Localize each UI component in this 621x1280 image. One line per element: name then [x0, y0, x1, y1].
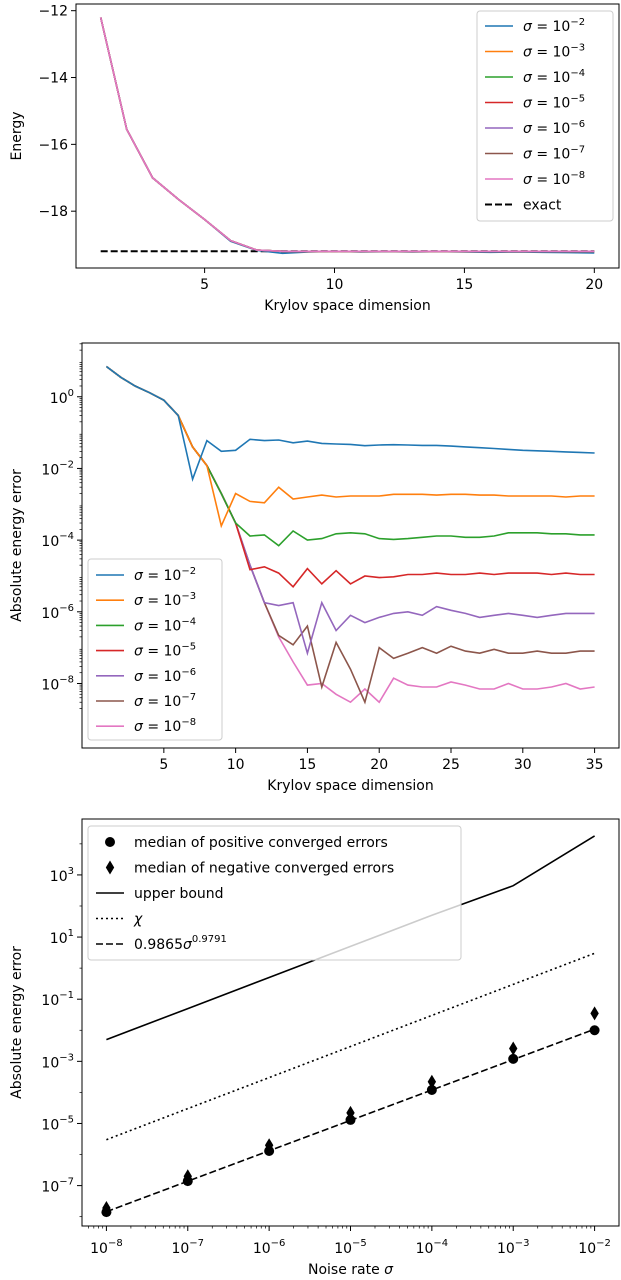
legend-label-7: exact	[523, 198, 562, 214]
x-tick-label-0: 5	[200, 277, 209, 293]
legend-label-5: σ = 10−7	[523, 145, 585, 163]
x-tick-label-3: 20	[370, 757, 388, 773]
negative-median-point-0	[102, 1201, 111, 1216]
legend-label-3: χ	[133, 912, 143, 928]
x-tick-label-5: 10−3	[497, 1238, 530, 1257]
x-tick-label-2: 15	[455, 277, 473, 293]
y-tick-label-2: −14	[38, 71, 68, 87]
series-line-1	[105, 365, 595, 529]
chi-line	[106, 952, 595, 1141]
legend-label-0: σ = 10−2	[134, 566, 196, 584]
legend-label-5: σ = 10−7	[134, 692, 196, 710]
x-tick-label-6: 35	[586, 757, 604, 773]
y-tick-label-2: 10−4	[41, 531, 74, 550]
y-tick-label-1: 10−2	[41, 459, 74, 478]
negative-median-point-3	[346, 1105, 355, 1120]
x-axis-label: Krylov space dimension	[264, 298, 430, 314]
legend-label-1: σ = 10−3	[523, 43, 585, 61]
x-tick-label-0: 5	[159, 757, 168, 773]
y-tick-label-0: −18	[38, 204, 68, 220]
series-line-6	[99, 17, 595, 253]
y-tick-label-3: 10−6	[41, 603, 74, 622]
plot-frame	[75, 3, 620, 269]
y-tick-label-5: 10−7	[41, 1177, 74, 1196]
x-tick-label-4: 25	[442, 757, 460, 773]
x-tick-label-2: 10−6	[253, 1238, 286, 1257]
x-tick-label-3: 10−5	[334, 1238, 367, 1257]
positive-median-point-6	[589, 1025, 600, 1036]
legend-label-3: σ = 10−5	[523, 94, 585, 112]
y-tick-label-0: 100	[50, 388, 74, 407]
x-tick-label-1: 10	[326, 277, 344, 293]
legend-marker-negative	[105, 860, 115, 875]
y-tick-label-2: 10−1	[41, 990, 74, 1009]
negative-median-point-4	[427, 1074, 437, 1089]
y-tick-label-1: −16	[38, 137, 68, 153]
y-axis-label: Absolute energy error	[9, 469, 25, 622]
y-axis-label: Absolute energy error	[9, 946, 25, 1099]
y-tick-label-4: 10−8	[41, 674, 74, 693]
legend-label-2: σ = 10−4	[134, 616, 196, 634]
legend-label-2: σ = 10−4	[523, 68, 585, 86]
positive-median-point-5	[508, 1053, 519, 1064]
y-tick-label-4: 10−5	[41, 1114, 74, 1133]
positive-median-point-4	[426, 1084, 437, 1095]
legend-label-1: median of negative converged errors	[134, 861, 394, 877]
error-vs-noise-chart: 10−8 10−7 10−6 10−5 10−4 10−3 10−2 103 101 10−1 10…	[9, 818, 620, 1278]
x-axis-label: Noise rate σ	[308, 1262, 394, 1278]
y-tick-label-3: −12	[38, 4, 68, 20]
legend-label-4: σ = 10−6	[523, 119, 585, 137]
legend-box	[476, 10, 614, 222]
legend-label-0: median of positive converged errors	[134, 835, 388, 851]
legend-label-6: σ = 10−8	[134, 717, 196, 735]
legend-label-6: σ = 10−8	[523, 170, 585, 188]
legend-label-2: upper bound	[134, 886, 224, 902]
x-tick-label-5: 30	[514, 757, 532, 773]
y-tick-label-3: 10−3	[41, 1052, 74, 1071]
legend-label-1: σ = 10−3	[134, 591, 196, 609]
x-tick-label-0: 10−8	[90, 1238, 123, 1257]
legend-label-4: 0.9865σ0.9791	[134, 934, 227, 953]
legend-label-0: σ = 10−2	[523, 17, 585, 35]
negative-median-point-5	[509, 1041, 518, 1056]
energy-chart: 5 10 15 20 −18 −16 −14 −12 Krylov space dimensio…	[9, 3, 620, 314]
legend-marker-positive	[105, 837, 115, 847]
legend-label-3: σ = 10−5	[134, 642, 196, 660]
legend-label-4: σ = 10−6	[134, 667, 196, 685]
x-tick-label-6: 10−2	[578, 1238, 611, 1257]
negative-median-point-1	[183, 1169, 192, 1184]
error-vs-dimension-chart: 5 10 15 20 25 30 35 100 10−2 10−4 10−6 10−8 Krylov s…	[9, 342, 620, 794]
x-tick-label-3: 20	[585, 277, 603, 293]
negative-median-point-6	[590, 1006, 599, 1021]
y-tick-label-1: 101	[50, 928, 74, 947]
x-tick-label-2: 15	[299, 757, 317, 773]
positive-median-point-3	[345, 1114, 356, 1125]
legend-box	[87, 825, 462, 961]
series-line-0	[105, 365, 595, 483]
y-tick-label-0: 103	[50, 866, 74, 885]
x-tick-label-1: 10−7	[171, 1238, 204, 1257]
negative-median-point-2	[264, 1138, 274, 1153]
x-tick-label-1: 10	[227, 757, 245, 773]
x-axis-label: Krylov space dimension	[267, 778, 433, 794]
legend-box	[87, 558, 223, 741]
y-axis-label: Energy	[9, 111, 25, 160]
x-tick-label-4: 10−4	[416, 1238, 449, 1257]
